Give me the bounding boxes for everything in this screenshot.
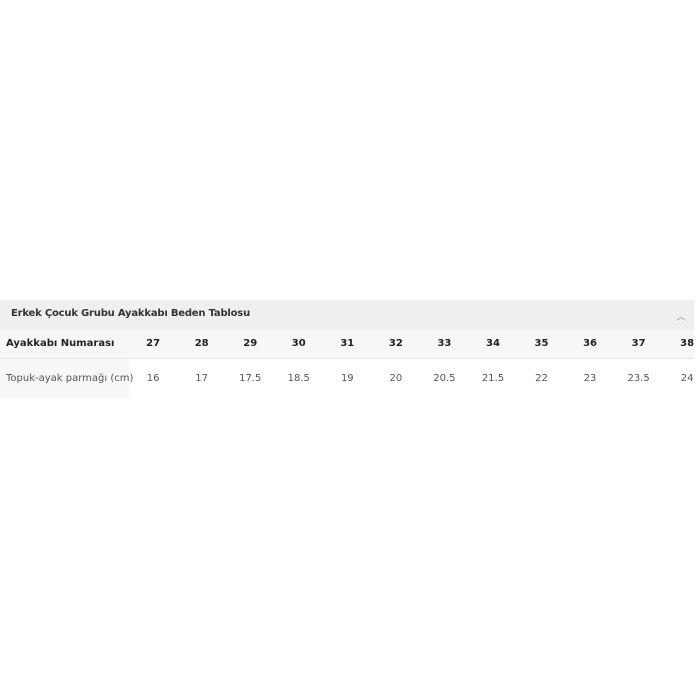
size-cell: 33 (437, 338, 452, 350)
length-cell: 23 (583, 372, 597, 384)
size-cell: 37 (631, 338, 646, 350)
length-cell: 16 (146, 372, 160, 384)
length-cell: 17.5 (239, 372, 262, 384)
size-chart-header[interactable]: Erkek Çocuk Grubu Ayakkabı Beden Tablosu… (0, 300, 694, 330)
size-chart-panel: Erkek Çocuk Grubu Ayakkabı Beden Tablosu… (0, 300, 694, 398)
size-row: Ayakkabı Numarası 27 28 29 30 31 32 33 34 35 36 37… (0, 330, 694, 358)
length-cell: 20.5 (433, 372, 456, 384)
size-cell: 32 (388, 338, 403, 350)
size-cell: 30 (291, 338, 306, 350)
size-chart-title: Erkek Çocuk Grubu Ayakkabı Beden Tablosu (11, 308, 250, 319)
length-cell: 17 (195, 372, 209, 384)
size-cell: 36 (583, 338, 597, 350)
size-cell: 38 (680, 338, 694, 350)
length-row: Topuk-ayak parmağı (cm) 16 17 17.5 18.5 19 20… (0, 358, 694, 398)
size-cell: 28 (194, 338, 209, 350)
length-cell: 22 (535, 372, 548, 384)
chevron-up-icon[interactable]: ︿ (676, 312, 686, 323)
size-table: Ayakkabı Numarası 27 28 29 30 31 32 33 34 35 36 37… (0, 330, 694, 398)
length-cell: 19 (340, 372, 354, 384)
length-cell: 23.5 (627, 372, 650, 384)
length-cell: 20 (389, 372, 403, 384)
size-cell: 35 (534, 338, 549, 350)
size-cell: 31 (340, 338, 355, 350)
length-cell: 18.5 (287, 372, 310, 384)
length-cell: 21.5 (481, 372, 505, 384)
size-cell: 29 (243, 338, 258, 350)
size-cell: 27 (146, 338, 161, 350)
size-row-label: Ayakkabı Numarası (0, 330, 129, 358)
length-cell: 24 (680, 372, 694, 384)
length-row-label: Topuk-ayak parmağı (cm) (0, 358, 133, 398)
size-cell: 34 (485, 338, 500, 350)
